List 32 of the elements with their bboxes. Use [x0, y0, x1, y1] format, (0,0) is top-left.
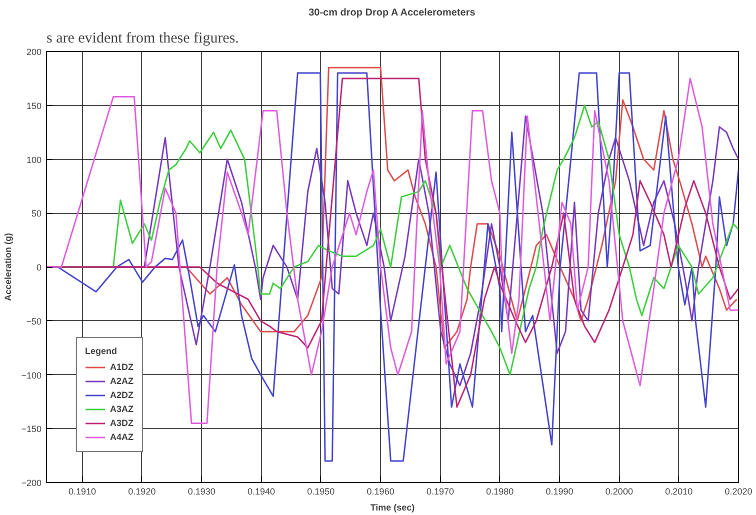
legend-label: A4AZ	[110, 431, 134, 443]
x-tick-label: 0.1990	[546, 486, 574, 496]
x-tick-label: 0.1940	[247, 486, 276, 496]
y-tick-label: −50	[26, 316, 42, 326]
y-tick-label: 200	[26, 47, 42, 57]
y-tick-label: −200	[21, 478, 42, 488]
x-tick-label: 0.2020	[724, 486, 752, 496]
y-tick-label: 50	[31, 208, 42, 219]
legend-label: A2AZ	[110, 375, 134, 387]
legend-label: A2DZ	[110, 389, 134, 401]
x-tick-label: 0.2010	[665, 486, 693, 496]
x-tick-label: 0.1920	[128, 486, 156, 496]
y-tick-label: 100	[26, 154, 42, 165]
x-tick-label: 0.1950	[307, 486, 335, 496]
legend-title: Legend	[85, 346, 118, 356]
x-tick-label: 0.1910	[68, 486, 96, 496]
x-tick-label: 0.1960	[366, 486, 394, 496]
legend-label: A3DZ	[110, 417, 134, 429]
x-tick-label: 0.1980	[486, 486, 514, 496]
y-tick-label: −150	[21, 424, 42, 434]
y-tick-label: 150	[26, 100, 42, 111]
x-tick-label: 0.1970	[426, 486, 454, 496]
chart-title: 30-cm drop Drop A Accelerometers	[308, 8, 476, 18]
y-tick-label: 0	[36, 262, 42, 272]
legend-label: A1DZ	[110, 361, 134, 373]
y-axis-title: Acceleration (g)	[3, 232, 14, 302]
x-tick-label: 0.1930	[188, 486, 216, 496]
x-axis-title: Time (sec)	[370, 502, 415, 512]
text: s are evident from these figures.	[46, 30, 239, 46]
y-tick-label: −100	[21, 370, 42, 380]
legend-label: A3AZ	[110, 403, 134, 415]
x-tick-label: 0.2000	[605, 486, 633, 496]
